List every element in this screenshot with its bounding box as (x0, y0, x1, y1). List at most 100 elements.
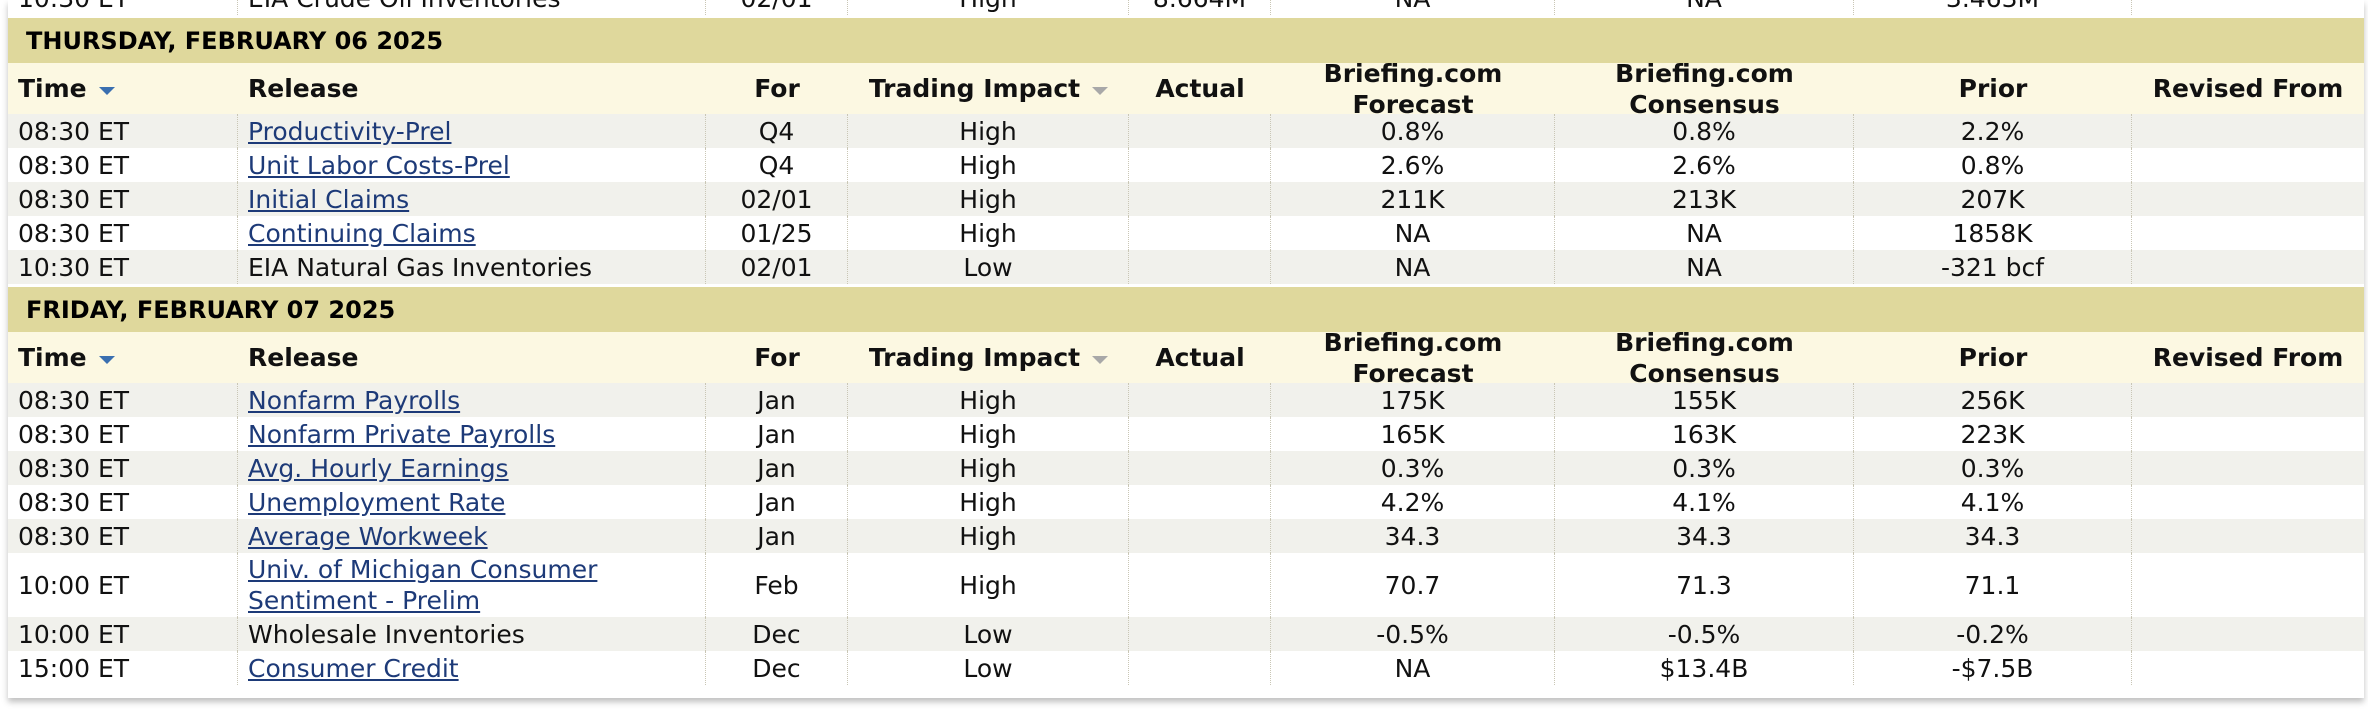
release-link[interactable]: Average Workweek (248, 521, 488, 551)
cell (2132, 417, 2364, 451)
column-header-text: Time (18, 74, 87, 103)
cell (1129, 553, 1271, 617)
cell: 207K (1854, 182, 2132, 216)
cell: -0.5% (1271, 617, 1555, 651)
cell: 08:30 ET (8, 451, 238, 485)
column-header: Revised From (2132, 332, 2364, 383)
for-value: 02/01 (740, 184, 813, 214)
cell: NA (1271, 0, 1555, 15)
cell (1129, 617, 1271, 651)
forecast-value: 165K (1380, 419, 1445, 449)
sort-arrow[interactable] (98, 86, 115, 95)
for-value: Q4 (758, 150, 795, 180)
cell: Feb (706, 553, 848, 617)
for-value: Jan (757, 453, 796, 483)
column-header[interactable]: Time (8, 63, 238, 114)
cell: 2.6% (1555, 148, 1854, 182)
consensus-value: NA (1686, 0, 1722, 14)
data-row: 10:30 ET EIA Crude Oil Inventories 02/01 Hi… (8, 0, 2364, 15)
column-header-text: For (754, 343, 800, 372)
consensus-value: $13.4B (1659, 653, 1749, 683)
for-value: Feb (754, 570, 799, 600)
cell: 34.3 (1854, 519, 2132, 553)
consensus-value: 4.1% (1672, 487, 1736, 517)
forecast-value: 2.6% (1380, 150, 1445, 180)
cell (2132, 250, 2364, 284)
cell: NA (1555, 0, 1854, 15)
for-value: Dec (752, 619, 801, 649)
forecast-value: 211K (1380, 184, 1445, 214)
release-link[interactable]: Nonfarm Payrolls (248, 385, 461, 415)
column-header-text: Briefing.com Forecast (1323, 327, 1503, 388)
release-value: EIA Crude Oil Inventories (248, 0, 560, 14)
column-header-text: For (754, 74, 800, 103)
sort-arrow[interactable] (98, 355, 115, 364)
data-row: 10:00 ET Wholesale Inventories Dec Low -0.5%… (8, 617, 2364, 651)
sort-arrow[interactable] (1092, 355, 1109, 364)
release-link[interactable]: Nonfarm Private Payrolls (248, 419, 556, 449)
cell: 10:00 ET (8, 553, 238, 617)
cell: High (848, 216, 1129, 250)
consensus-value: 213K (1671, 184, 1737, 214)
cell: Univ. of Michigan Consumer Sentiment - P… (238, 553, 706, 617)
cell: 223K (1854, 417, 2132, 451)
release-link[interactable]: Consumer Credit (248, 653, 459, 683)
release-link[interactable]: Unemployment Rate (248, 487, 506, 517)
cell: -$7.5B (1854, 651, 2132, 685)
release-link[interactable]: Avg. Hourly Earnings (248, 453, 509, 483)
time-value: 10:30 ET (18, 252, 130, 282)
data-row: 08:30 ET Average Workweek Jan High 34.3 34.3 3… (8, 519, 2364, 553)
impact-value: High (959, 218, 1017, 248)
cell: Initial Claims (238, 182, 706, 216)
cell: High (848, 553, 1129, 617)
data-row: 08:30 ET Initial Claims 02/01 High 211K 213K 2… (8, 182, 2364, 216)
cell: 1858K (1854, 216, 2132, 250)
impact-value: Low (963, 653, 1013, 683)
cell (2132, 485, 2364, 519)
cell (1129, 383, 1271, 417)
cell: NA (1271, 651, 1555, 685)
column-header: Prior (1854, 332, 2132, 383)
cell: 10:30 ET (8, 250, 238, 284)
data-row: 15:00 ET Consumer Credit Dec Low NA $13.4B -$7… (8, 651, 2364, 685)
data-row: 08:30 ET Productivity-Prel Q4 High 0.8% 0.8% 2… (8, 114, 2364, 148)
release-link[interactable]: Unit Labor Costs-Prel (248, 150, 510, 180)
cell: Consumer Credit (238, 651, 706, 685)
cell: 0.8% (1271, 114, 1555, 148)
cell: -0.2% (1854, 617, 2132, 651)
sort-arrow[interactable] (1092, 86, 1109, 95)
column-header: For (706, 63, 848, 114)
release-link[interactable]: Continuing Claims (248, 218, 476, 248)
impact-value: Low (963, 619, 1013, 649)
data-row: 08:30 ET Unemployment Rate Jan High 4.2% 4.1%… (8, 485, 2364, 519)
cell: Productivity-Prel (238, 114, 706, 148)
cell: Q4 (706, 148, 848, 182)
impact-value: High (959, 419, 1017, 449)
cell: 02/01 (706, 250, 848, 284)
column-header[interactable]: Trading Impact (848, 63, 1129, 114)
for-value: 01/25 (740, 218, 813, 248)
column-header-text: Briefing.com Forecast (1323, 58, 1503, 119)
for-value: Jan (757, 385, 796, 415)
release-link[interactable]: Univ. of Michigan Consumer Sentiment - P… (248, 555, 598, 615)
consensus-value: 0.3% (1672, 453, 1736, 483)
for-value: Jan (757, 487, 796, 517)
for-value: Jan (757, 521, 796, 551)
cell: 71.1 (1854, 553, 2132, 617)
release-link[interactable]: Initial Claims (248, 184, 410, 214)
cell (1129, 651, 1271, 685)
cell: Low (848, 617, 1129, 651)
cell: NA (1555, 250, 1854, 284)
column-header: Release (238, 332, 706, 383)
column-header[interactable]: Trading Impact (848, 332, 1129, 383)
data-row: 08:30 ET Continuing Claims 01/25 High NA NA 18… (8, 216, 2364, 250)
consensus-value: 71.3 (1676, 570, 1732, 600)
forecast-value: 175K (1380, 385, 1445, 415)
column-header-text: Revised From (2152, 74, 2344, 103)
cell: 165K (1271, 417, 1555, 451)
actual-value: 8.664M (1153, 0, 1246, 14)
column-header[interactable]: Time (8, 332, 238, 383)
cell: Jan (706, 451, 848, 485)
time-value: 08:30 ET (18, 521, 130, 551)
release-link[interactable]: Productivity-Prel (248, 116, 452, 146)
